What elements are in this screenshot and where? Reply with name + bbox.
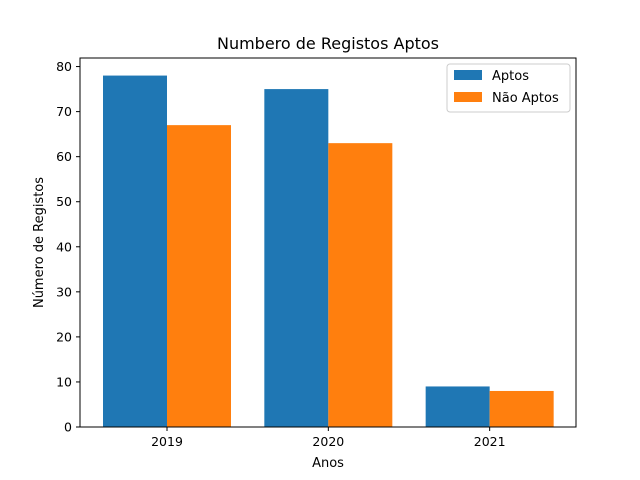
x-tick-label: 2019: [151, 434, 183, 449]
y-tick-label: 60: [56, 149, 72, 164]
y-tick-label: 10: [56, 374, 72, 389]
bar-aptos-2019: [103, 75, 167, 427]
x-tick-label: 2021: [474, 434, 506, 449]
y-tick-label: 20: [56, 329, 72, 344]
x-axis-label: Anos: [312, 456, 344, 471]
y-tick-label: 50: [56, 194, 72, 209]
y-tick-label: 80: [56, 59, 72, 74]
bar-nao-aptos-2019: [167, 125, 231, 427]
x-axis: 2019 2020 2021: [151, 427, 506, 449]
bars-group: [103, 75, 554, 427]
bar-aptos-2021: [425, 386, 490, 427]
bar-aptos-2020: [264, 89, 329, 427]
chart-title: Numbero de Registos Aptos: [217, 34, 439, 53]
bar-nao-aptos-2020: [328, 143, 393, 427]
legend: Aptos Não Aptos: [446, 63, 571, 113]
y-tick-label: 70: [56, 104, 72, 119]
x-tick-label: 2020: [312, 434, 344, 449]
y-axis-label: Número de Registos: [32, 177, 47, 308]
y-tick-label: 0: [64, 420, 72, 435]
bar-nao-aptos-2021: [489, 390, 554, 427]
legend-label-nao-aptos: Não Aptos: [492, 91, 559, 106]
y-axis: 0 10 20 30 40 50 60 70 80: [56, 59, 80, 435]
legend-label-aptos: Aptos: [492, 69, 529, 84]
legend-swatch-aptos: [454, 70, 482, 80]
y-tick-label: 40: [56, 239, 72, 254]
legend-swatch-nao-aptos: [454, 92, 482, 102]
y-tick-label: 30: [56, 284, 72, 299]
